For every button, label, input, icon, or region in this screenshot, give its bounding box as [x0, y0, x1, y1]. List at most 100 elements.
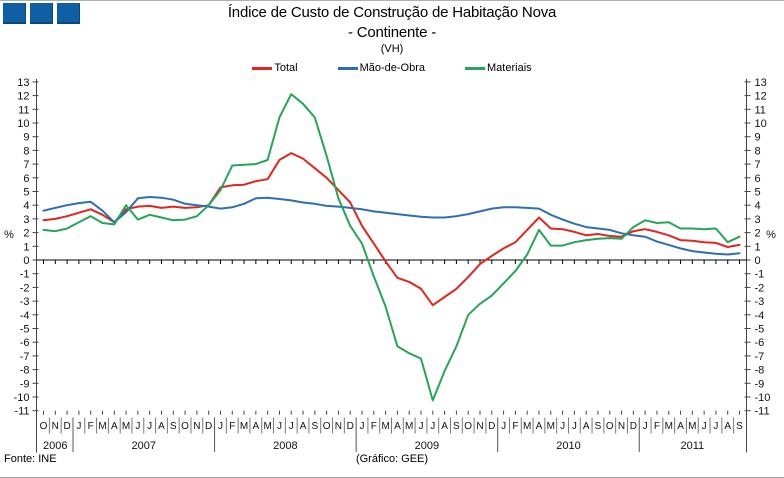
month-label: A: [300, 421, 307, 432]
y-tick-label: 0: [23, 255, 29, 267]
y-tick-label: -6: [20, 337, 30, 349]
month-label: M: [98, 421, 106, 432]
month-label: J: [572, 421, 577, 432]
month-label: S: [311, 421, 318, 432]
y-tick-label: -4: [20, 310, 30, 322]
y-tick-label: 3: [23, 214, 29, 226]
month-label: F: [371, 421, 377, 432]
legend-label: Total: [274, 62, 298, 74]
month-label: M: [263, 421, 271, 432]
month-label: A: [441, 421, 448, 432]
source-note: Fonte: INE: [4, 453, 57, 465]
month-label: S: [453, 421, 460, 432]
y-tick-label: 12: [755, 91, 767, 103]
y-tick-label: -3: [755, 296, 765, 308]
y-tick-label: -10: [755, 392, 771, 404]
y-tick-label: -4: [755, 310, 765, 322]
legend-item-total: Total: [252, 62, 298, 74]
credit-note: (Gráfico: GEE): [355, 453, 429, 465]
month-label: J: [277, 421, 282, 432]
month-label: D: [630, 421, 637, 432]
legend-label: Mão-de-Obra: [359, 62, 426, 74]
month-label: D: [63, 421, 70, 432]
y-tick-label: 5: [755, 187, 761, 199]
month-label: M: [688, 421, 696, 432]
month-label: O: [40, 421, 48, 432]
legend-item-materiais: Materiais: [465, 62, 532, 74]
month-label: J: [501, 421, 506, 432]
y-tick-label: 9: [23, 132, 29, 144]
y-tick-label: -5: [20, 324, 30, 336]
chart-subtitle-region: - Continente -: [347, 24, 437, 41]
month-label: D: [205, 421, 212, 432]
month-label: N: [193, 421, 200, 432]
legend-line-green-icon: [465, 66, 486, 70]
y-tick-label: 8: [23, 145, 29, 157]
month-label: J: [218, 421, 223, 432]
legend: Total Mão-de-Obra Materiais: [0, 62, 784, 74]
month-label: J: [289, 421, 294, 432]
month-label: F: [654, 421, 660, 432]
month-label: O: [606, 421, 614, 432]
y-tick-label: 7: [755, 159, 761, 171]
series-line-m-o-de-obra: [42, 196, 741, 256]
y-tick-label: 8: [755, 145, 761, 157]
month-label: N: [618, 421, 625, 432]
y-tick-label: 13: [17, 77, 29, 89]
y-tick-label: 12: [17, 91, 29, 103]
month-label: J: [430, 421, 435, 432]
y-tick-label: -8: [755, 365, 765, 377]
month-label: M: [381, 421, 389, 432]
y-tick-label: -1: [755, 269, 765, 281]
y-tick-label: -11: [14, 406, 29, 418]
month-label: M: [122, 421, 130, 432]
y-tick-label: -3: [20, 296, 30, 308]
month-label: A: [583, 421, 590, 432]
y-tick-label: -9: [20, 378, 30, 390]
month-label: D: [488, 421, 495, 432]
series-line-total: [42, 152, 741, 307]
y-tick-label: 10: [755, 118, 767, 130]
month-label: J: [713, 421, 718, 432]
y-tick-label: -5: [755, 324, 765, 336]
y-tick-label: 11: [18, 104, 29, 116]
logo-square-icon: [3, 3, 26, 24]
y-tick-label: -7: [20, 351, 30, 363]
y-tick-label: 10: [17, 118, 29, 130]
month-label: J: [147, 421, 152, 432]
y-tick-label: -9: [755, 378, 765, 390]
month-label: A: [536, 421, 543, 432]
y-tick-label: 7: [23, 159, 29, 171]
y-tick-label: 1: [755, 241, 761, 253]
year-label: 2010: [556, 440, 580, 452]
month-label: A: [677, 421, 684, 432]
y-tick-label: -2: [755, 282, 765, 294]
month-label: A: [394, 421, 401, 432]
month-label: J: [643, 421, 648, 432]
y-tick-label: -11: [755, 406, 770, 418]
month-label: O: [181, 421, 189, 432]
y-axis-unit-right: %: [766, 229, 776, 241]
month-label: J: [702, 421, 707, 432]
y-tick-label: -7: [755, 351, 765, 363]
y-tick-label: 5: [23, 187, 29, 199]
month-label: A: [253, 421, 260, 432]
legend-label: Materiais: [487, 62, 532, 74]
y-tick-label: -8: [20, 365, 30, 377]
month-label: N: [476, 421, 483, 432]
year-label: 2008: [273, 440, 297, 452]
year-label: 2011: [681, 440, 705, 452]
y-tick-label: 4: [23, 200, 29, 212]
month-label: M: [547, 421, 555, 432]
y-tick-label: 13: [755, 77, 767, 89]
month-label: J: [360, 421, 365, 432]
month-label: J: [419, 421, 424, 432]
month-label: M: [665, 421, 673, 432]
y-tick-label: -10: [14, 392, 30, 404]
y-tick-label: 9: [755, 132, 761, 144]
y-tick-label: 11: [755, 104, 766, 116]
month-label: F: [229, 421, 235, 432]
month-label: S: [170, 421, 177, 432]
legend-line-red-icon: [252, 66, 273, 70]
